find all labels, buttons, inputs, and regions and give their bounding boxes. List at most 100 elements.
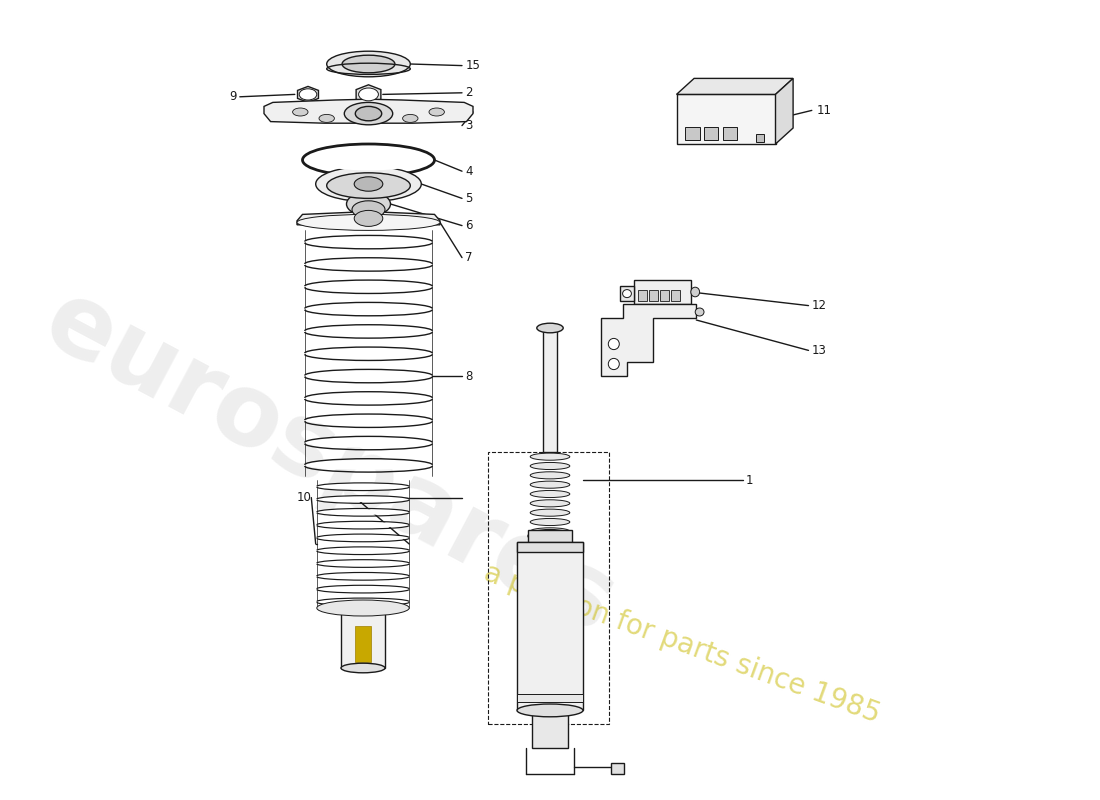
Bar (517, 542, 583, 710)
Bar (676, 94, 776, 144)
Ellipse shape (517, 704, 583, 717)
Text: 6: 6 (465, 219, 473, 232)
Text: 3: 3 (465, 119, 473, 132)
Bar (341, 608, 385, 668)
Ellipse shape (317, 560, 409, 566)
Bar (649, 290, 658, 301)
Text: 13: 13 (812, 344, 827, 357)
Ellipse shape (305, 304, 432, 314)
Ellipse shape (341, 663, 385, 673)
Ellipse shape (403, 114, 418, 122)
Ellipse shape (355, 106, 382, 121)
Text: 9: 9 (229, 90, 236, 103)
Ellipse shape (691, 287, 700, 297)
Bar (517, 542, 583, 552)
Ellipse shape (359, 88, 378, 101)
Bar (660, 290, 669, 301)
Ellipse shape (528, 530, 572, 542)
Ellipse shape (317, 483, 409, 490)
Ellipse shape (327, 173, 410, 198)
Polygon shape (297, 86, 319, 102)
Ellipse shape (623, 290, 631, 298)
Ellipse shape (530, 509, 570, 516)
Bar (638, 290, 647, 301)
Text: 12: 12 (812, 299, 827, 312)
Ellipse shape (319, 114, 334, 122)
Ellipse shape (317, 509, 409, 515)
Ellipse shape (530, 528, 570, 535)
Ellipse shape (317, 600, 409, 616)
Ellipse shape (316, 166, 421, 202)
Ellipse shape (530, 472, 570, 479)
Ellipse shape (305, 259, 432, 269)
Bar (685, 127, 700, 140)
Polygon shape (776, 78, 793, 144)
Ellipse shape (317, 598, 409, 605)
Ellipse shape (305, 326, 432, 336)
Ellipse shape (317, 534, 409, 541)
Text: 2: 2 (465, 86, 473, 99)
Ellipse shape (354, 210, 383, 226)
Text: eurospares: eurospares (29, 273, 631, 655)
Ellipse shape (530, 500, 570, 507)
Ellipse shape (293, 108, 308, 116)
Bar (488, 452, 609, 724)
Ellipse shape (537, 323, 563, 333)
Ellipse shape (530, 481, 570, 488)
Ellipse shape (317, 522, 409, 528)
Ellipse shape (317, 496, 409, 502)
Bar (620, 286, 634, 301)
Bar (634, 280, 691, 304)
Text: a passion for parts since 1985: a passion for parts since 1985 (480, 559, 884, 729)
Bar (610, 763, 624, 774)
Ellipse shape (305, 237, 432, 246)
Ellipse shape (608, 358, 619, 370)
Ellipse shape (530, 453, 570, 460)
Ellipse shape (297, 214, 440, 230)
Bar (355, 626, 371, 662)
Text: 10: 10 (296, 491, 311, 504)
Text: 15: 15 (465, 59, 481, 72)
Ellipse shape (305, 370, 432, 381)
Ellipse shape (608, 338, 619, 350)
Ellipse shape (317, 573, 409, 579)
Ellipse shape (354, 177, 383, 191)
Ellipse shape (352, 201, 385, 218)
Bar (517, 694, 583, 702)
Ellipse shape (346, 192, 390, 216)
Ellipse shape (317, 547, 409, 554)
Text: 5: 5 (465, 192, 473, 205)
Text: 7: 7 (465, 251, 473, 264)
Bar (543, 328, 557, 452)
Bar (704, 127, 718, 140)
Ellipse shape (530, 462, 570, 470)
Ellipse shape (305, 460, 432, 470)
Text: 8: 8 (465, 370, 473, 382)
Bar (532, 710, 568, 748)
Polygon shape (356, 85, 381, 104)
Text: 11: 11 (816, 104, 832, 117)
Ellipse shape (429, 108, 444, 116)
Bar (756, 134, 764, 142)
Ellipse shape (314, 150, 424, 170)
Polygon shape (676, 78, 793, 94)
Ellipse shape (327, 51, 410, 77)
Ellipse shape (305, 393, 432, 402)
Polygon shape (601, 304, 696, 376)
Text: 1: 1 (746, 474, 754, 486)
Polygon shape (264, 99, 473, 123)
Ellipse shape (342, 55, 395, 73)
Ellipse shape (530, 490, 570, 498)
Polygon shape (297, 212, 440, 225)
Bar (528, 530, 572, 542)
Ellipse shape (344, 102, 393, 125)
Bar (671, 290, 680, 301)
Ellipse shape (305, 438, 432, 447)
Bar (723, 127, 737, 140)
Ellipse shape (305, 282, 432, 291)
Text: 4: 4 (465, 165, 473, 178)
Ellipse shape (317, 586, 409, 592)
Ellipse shape (305, 348, 432, 358)
Ellipse shape (530, 518, 570, 526)
Ellipse shape (299, 89, 317, 100)
